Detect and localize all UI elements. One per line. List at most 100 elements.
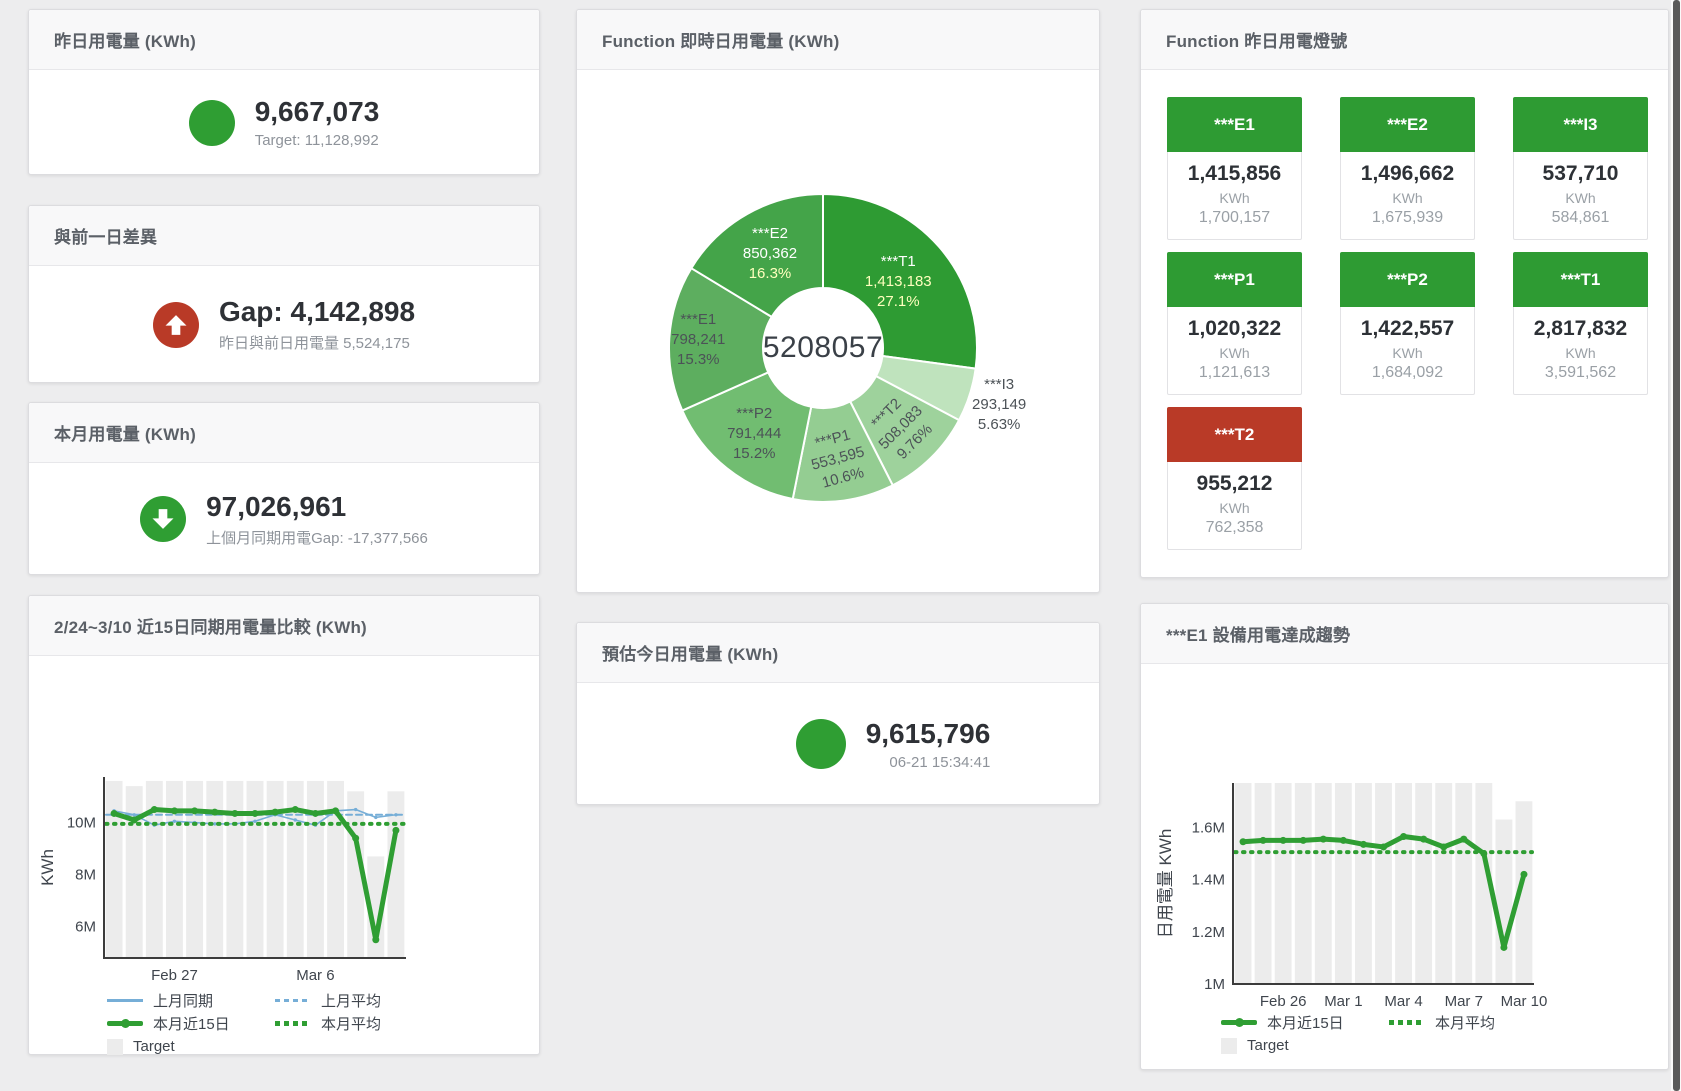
series-point[interactable] bbox=[1279, 836, 1287, 844]
series-point[interactable] bbox=[213, 822, 217, 826]
donut-label-value: 798,241 bbox=[671, 331, 726, 349]
series-point[interactable] bbox=[1500, 943, 1508, 951]
series-point[interactable] bbox=[110, 809, 118, 817]
legend-item-Target[interactable]: Target bbox=[107, 1038, 275, 1055]
target-bar[interactable] bbox=[1234, 783, 1252, 984]
light-tile-label: ***E2 bbox=[1340, 97, 1475, 152]
legend-swatch-dotted bbox=[275, 1021, 311, 1026]
target-bar[interactable] bbox=[1334, 783, 1352, 984]
series-point[interactable] bbox=[332, 807, 340, 815]
target-bar[interactable] bbox=[1274, 783, 1292, 984]
light-tile-target: 1,121,613 bbox=[1198, 364, 1271, 381]
series-point[interactable] bbox=[172, 819, 177, 823]
target-bar[interactable] bbox=[1475, 783, 1493, 984]
light-tile-unit: KWh bbox=[1565, 190, 1596, 206]
series-point[interactable] bbox=[1259, 836, 1267, 844]
series-point[interactable] bbox=[353, 807, 358, 812]
target-bar[interactable] bbox=[145, 780, 163, 958]
series-point[interactable] bbox=[293, 818, 297, 822]
series-point[interactable] bbox=[352, 834, 360, 842]
target-bar[interactable] bbox=[1355, 783, 1372, 984]
y-axis-title: 日用電量 KWh bbox=[1156, 829, 1175, 939]
legend-swatch-thin bbox=[107, 999, 143, 1002]
legend-item-Target[interactable]: Target bbox=[1221, 1037, 1389, 1054]
donut-slice-E1[interactable] bbox=[668, 266, 774, 412]
donut-chart[interactable]: ***T1 1,413,183 27.1% ***I3 293,149 5.63% ***T… bbox=[577, 70, 1101, 594]
target-bar[interactable] bbox=[306, 780, 324, 958]
target-bar[interactable] bbox=[266, 780, 284, 958]
target-bar[interactable] bbox=[1375, 783, 1392, 984]
series-point[interactable] bbox=[211, 808, 219, 816]
target-bar[interactable] bbox=[1455, 783, 1473, 984]
page-scrollbar-thumb[interactable] bbox=[1673, 0, 1680, 1091]
target-bar[interactable] bbox=[1435, 783, 1453, 984]
e1-trend-svg: 1M 1.2M 1.4M 1.6M Feb 26 Mar 1 Mar 4 Mar 7 Mar 1… bbox=[1156, 783, 1547, 1010]
series-point[interactable] bbox=[392, 826, 400, 834]
series-point[interactable] bbox=[311, 809, 319, 817]
series-point[interactable] bbox=[150, 806, 158, 814]
series-point[interactable] bbox=[191, 807, 199, 815]
series-point[interactable] bbox=[1460, 835, 1468, 843]
series-point[interactable] bbox=[1299, 836, 1307, 844]
y-axis-title: KWh bbox=[38, 849, 57, 886]
x-tick-label: Mar 4 bbox=[1384, 993, 1422, 1010]
panel-day-gap-body: Gap: 4,142,898 昨日與前日用電量 5,524,175 bbox=[29, 267, 539, 382]
series-point[interactable] bbox=[253, 819, 257, 823]
target-bar[interactable] bbox=[186, 780, 204, 958]
series-point[interactable] bbox=[1520, 870, 1528, 878]
series-point[interactable] bbox=[1339, 836, 1347, 844]
series-point[interactable] bbox=[132, 813, 136, 817]
donut-slice-E2[interactable] bbox=[689, 192, 824, 319]
page-scrollbar-track[interactable] bbox=[1671, 0, 1681, 1091]
light-tile-label: ***E1 bbox=[1167, 97, 1302, 152]
target-bar[interactable] bbox=[1294, 783, 1312, 984]
series-point[interactable] bbox=[1239, 838, 1247, 846]
legend-item-本月平均[interactable]: 本月平均 bbox=[1389, 1012, 1557, 1033]
series-point[interactable] bbox=[251, 809, 259, 817]
series-point[interactable] bbox=[231, 809, 239, 817]
series-point[interactable] bbox=[170, 807, 178, 815]
legend-item-上月平均[interactable]: 上月平均 bbox=[275, 990, 443, 1011]
target-bar[interactable] bbox=[1515, 801, 1533, 984]
target-bar[interactable] bbox=[125, 786, 143, 958]
donut-slice-T1[interactable] bbox=[822, 192, 978, 370]
series-point[interactable] bbox=[1319, 835, 1327, 843]
light-tile-unit: KWh bbox=[1392, 190, 1423, 206]
target-bar[interactable] bbox=[367, 856, 385, 958]
panel-estimate-body: 9,615,796 06-21 15:34:41 bbox=[632, 684, 1154, 804]
series-point[interactable] bbox=[1400, 833, 1408, 841]
donut-label-value: 293,149 bbox=[972, 395, 1027, 413]
target-bar[interactable] bbox=[206, 780, 224, 958]
series-point[interactable] bbox=[130, 816, 138, 824]
target-bar[interactable] bbox=[1495, 819, 1513, 984]
e1-trend-chart-plot[interactable]: 1M 1.2M 1.4M 1.6M Feb 26 Mar 1 Mar 4 Mar 7 Mar 1… bbox=[1141, 664, 1670, 1019]
target-bar[interactable] bbox=[1314, 783, 1332, 984]
target-bar[interactable] bbox=[105, 780, 123, 958]
target-bar[interactable] bbox=[1254, 783, 1272, 984]
target-bar[interactable] bbox=[226, 780, 244, 958]
legend-item-本月平均[interactable]: 本月平均 bbox=[275, 1013, 443, 1034]
legend-swatch-thick bbox=[1221, 1018, 1257, 1027]
target-bar[interactable] bbox=[246, 780, 264, 958]
panel-month-usage: 本月用電量 (KWh) 97,026,961 上個月同期用電Gap: -17,3… bbox=[28, 402, 540, 575]
compare-chart-plot[interactable]: 6M 8M 10M Feb 27 Mar 6 KWh bbox=[29, 656, 541, 1001]
donut-label-pct: 15.2% bbox=[732, 444, 776, 462]
series-point[interactable] bbox=[1440, 843, 1448, 851]
series-point[interactable] bbox=[372, 936, 380, 944]
series-point[interactable] bbox=[271, 808, 279, 816]
target-bar[interactable] bbox=[387, 791, 405, 958]
panel-function-donut: Function 即時日用電量 (KWh) ***T1 1,413,183 27.1… bbox=[576, 9, 1100, 593]
target-bar[interactable] bbox=[1395, 783, 1412, 984]
series-point[interactable] bbox=[1380, 843, 1387, 851]
legend-item-上月同期[interactable]: 上月同期 bbox=[107, 990, 275, 1011]
target-bar[interactable] bbox=[1415, 783, 1433, 984]
series-point[interactable] bbox=[1359, 840, 1367, 848]
donut-slice-P2[interactable] bbox=[680, 371, 813, 501]
light-tile-body: 2,817,832 KWh 3,591,562 bbox=[1513, 307, 1648, 395]
compare-15day-svg: 6M 8M 10M Feb 27 Mar 6 KWh bbox=[38, 777, 406, 984]
legend-item-本月近15日[interactable]: 本月近15日 bbox=[107, 1013, 275, 1034]
legend-item-本月近15日[interactable]: 本月近15日 bbox=[1221, 1012, 1389, 1033]
series-point[interactable] bbox=[1420, 835, 1428, 843]
series-point[interactable] bbox=[291, 806, 299, 814]
series-point[interactable] bbox=[374, 815, 378, 820]
